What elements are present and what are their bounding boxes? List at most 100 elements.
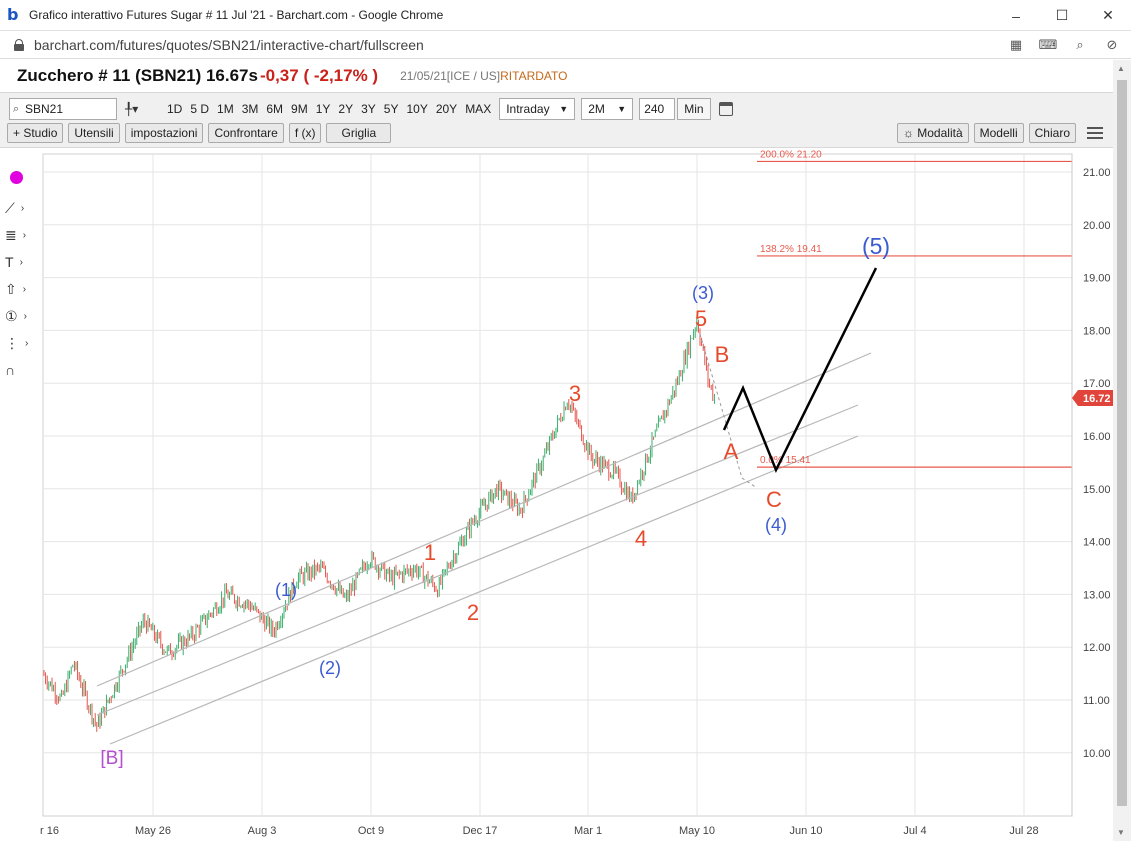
search-icon: ⌕ <box>13 102 20 115</box>
range-max[interactable]: MAX <box>465 102 492 116</box>
range-1y[interactable]: 1Y <box>315 102 331 116</box>
y-tick-label: 21.00 <box>1083 167 1111 179</box>
period-select-value: 2M <box>588 102 605 116</box>
chevron-right-icon: › <box>22 229 27 241</box>
range-1d[interactable]: 1D <box>167 102 183 116</box>
range-10y[interactable]: 10Y <box>406 102 428 116</box>
last-price-tag <box>1072 389 1113 406</box>
x-tick-label: May 10 <box>679 825 715 837</box>
range-20y[interactable]: 20Y <box>435 102 458 116</box>
wave-projection-path <box>722 267 878 474</box>
fib-level-label: 0.0% 15.41 <box>760 455 811 466</box>
wave-label: 2 <box>467 600 479 625</box>
interval-select[interactable]: Intraday ▼ <box>499 98 576 120</box>
wave-label: (2) <box>319 658 341 678</box>
wave-label: 5 <box>695 306 707 331</box>
pattern-tool[interactable]: ⋮ › <box>5 333 39 353</box>
range-9m[interactable]: 9M <box>291 102 308 116</box>
y-tick-label: 11.00 <box>1083 695 1110 707</box>
magnet-tool[interactable]: ∩ <box>5 360 39 380</box>
translate-icon[interactable]: ⌨ <box>1038 37 1058 52</box>
range-2y[interactable]: 2Y <box>338 102 354 116</box>
scroll-down-icon[interactable]: ▼ <box>1117 828 1125 837</box>
scrollbar-thumb[interactable] <box>1117 80 1127 806</box>
y-tick-label: 19.00 <box>1083 273 1111 285</box>
hide-eye-icon[interactable]: ⊘ <box>1106 37 1118 52</box>
range-1m[interactable]: 1M <box>217 102 234 116</box>
quote-header: Zucchero # 11 (SBN21) 16.67s -0,37 ( -2,… <box>0 60 1113 92</box>
minimize-button[interactable]: – <box>1012 7 1020 24</box>
last-price-label: 16.72 <box>1083 393 1111 405</box>
y-tick-label: 20.00 <box>1083 220 1111 232</box>
x-tick-label: Aug 3 <box>248 825 277 837</box>
mode-button[interactable]: ☼ Modalità <box>896 123 969 143</box>
range-3m[interactable]: 3M <box>241 102 259 116</box>
shape-tool[interactable]: ⇧ › <box>5 279 39 299</box>
scroll-up-icon[interactable]: ▲ <box>1117 64 1125 73</box>
address-bar[interactable]: barchart.com/futures/quotes/SBN21/intera… <box>0 31 1131 59</box>
calendar-icon[interactable] <box>718 102 733 116</box>
chart-area[interactable]: 200.0% 21.20 138.2% 19.41 0.0% 15.41 [B] (1… <box>0 148 1113 841</box>
wave-label: (3) <box>692 283 714 303</box>
range-5y[interactable]: 5Y <box>383 102 399 116</box>
wave-label: B <box>715 342 730 367</box>
color-dot-icon[interactable] <box>10 171 23 184</box>
range-5d[interactable]: 5 D <box>190 102 210 116</box>
fib-level-label: 138.2% 19.41 <box>760 244 822 255</box>
fib-level-label: 200.0% 21.20 <box>760 149 822 160</box>
minutes-input[interactable]: 240 <box>639 98 676 120</box>
line-tool[interactable]: ⟋ › <box>5 198 39 218</box>
chevron-right-icon: › <box>20 202 25 214</box>
period-select[interactable]: 2M ▼ <box>581 98 634 120</box>
tools-button[interactable]: Utensili <box>68 123 120 143</box>
quote-meta: 21/05/21[ICE / US] <box>400 69 501 83</box>
symbol-value: SBN21 <box>25 102 64 116</box>
delayed-badge: RITARDATO <box>500 69 568 83</box>
range-6m[interactable]: 6M <box>266 102 284 116</box>
maximize-button[interactable]: ☐ <box>1055 7 1069 23</box>
browser-titlebar: b Grafico interattivo Futures Sugar # 11… <box>0 0 1131 31</box>
y-tick-label: 16.00 <box>1083 431 1111 443</box>
wave-label: A <box>724 439 739 464</box>
page-scrollbar[interactable]: ▲ ▼ <box>1113 60 1131 841</box>
grid-button[interactable]: Griglia <box>326 123 392 143</box>
add-study-button[interactable]: + Studio <box>7 123 64 143</box>
menu-icon[interactable] <box>1087 127 1103 139</box>
compare-button[interactable]: Confrontare <box>208 123 284 143</box>
interval-select-value: Intraday <box>506 102 550 116</box>
close-button[interactable]: ✕ <box>1102 7 1114 23</box>
x-tick-label: Jun 10 <box>789 825 822 837</box>
fib-tool[interactable]: ≣ › <box>5 225 39 245</box>
symbol-search-input[interactable]: ⌕ SBN21 <box>9 98 117 120</box>
y-tick-label: 18.00 <box>1083 325 1111 337</box>
range-3y[interactable]: 3Y <box>361 102 376 116</box>
quote-change: -0,37 ( -2,17% ) <box>259 66 379 85</box>
function-button[interactable]: f (x) <box>288 123 322 143</box>
wave-label: (5) <box>862 233 890 259</box>
x-tick-label: Jul 4 <box>903 825 926 837</box>
y-tick-label: 10.00 <box>1083 748 1111 760</box>
y-tick-label: 17.00 <box>1083 378 1111 390</box>
chevron-down-icon: ▼ <box>559 104 569 114</box>
wave-label: C <box>766 487 782 512</box>
templates-button[interactable]: Modelli <box>973 123 1024 143</box>
price-chart[interactable]: 200.0% 21.20 138.2% 19.41 0.0% 15.41 [B] (1… <box>0 148 1113 841</box>
zoom-icon[interactable]: ⌕ <box>1076 37 1084 52</box>
chevron-right-icon: › <box>23 310 27 322</box>
chevron-right-icon: › <box>25 337 29 349</box>
channel-line <box>109 435 859 745</box>
settings-button[interactable]: impostazioni <box>124 123 204 143</box>
text-icon: T <box>5 254 14 270</box>
chart-toolbar: ⌕ SBN21 ╀▾ 1D 5 D 1M 3M 6M 9M 1Y 2Y 3Y 5… <box>0 92 1113 148</box>
channel-line <box>96 352 872 687</box>
theme-button[interactable]: Chiaro <box>1028 123 1076 143</box>
channel-line <box>96 404 859 716</box>
url-text[interactable]: barchart.com/futures/quotes/SBN21/intera… <box>34 36 424 53</box>
chart-type-dropdown[interactable]: ╀▾ <box>125 102 139 116</box>
quote-name: Zucchero # 11 (SBN21) 16.67s <box>17 66 258 85</box>
wave-label-tool[interactable]: ① › <box>5 306 39 326</box>
chevron-right-icon: › <box>22 283 27 295</box>
qr-code-icon[interactable]: ▦ <box>1009 37 1023 52</box>
x-tick-label: Oct 9 <box>358 825 384 837</box>
text-tool[interactable]: T › <box>5 252 39 272</box>
